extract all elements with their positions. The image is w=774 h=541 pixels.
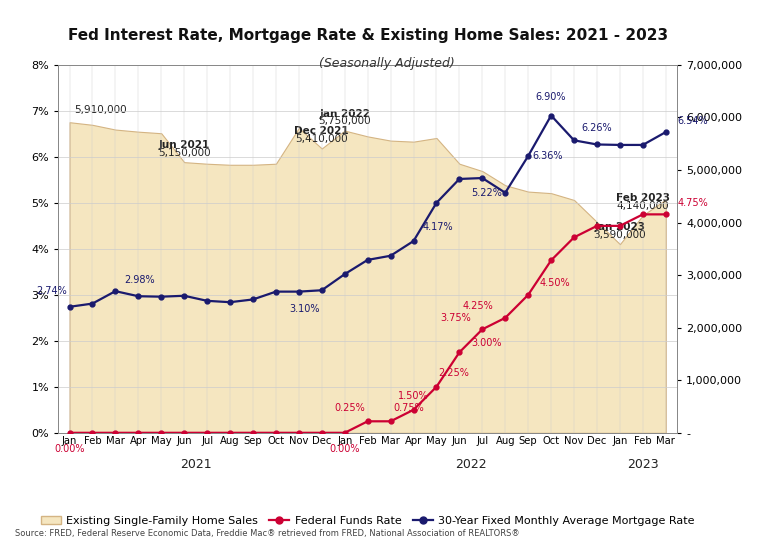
Text: Jun 2021: Jun 2021	[159, 140, 210, 150]
Text: Jan 2023: Jan 2023	[594, 222, 646, 232]
Text: 0.25%: 0.25%	[334, 403, 365, 412]
Text: 0.00%: 0.00%	[330, 444, 360, 454]
Text: Jan 2022: Jan 2022	[319, 109, 370, 118]
Text: Source: FRED, Federal Reserve Economic Data, Freddie Mac® retrieved from FRED, N: Source: FRED, Federal Reserve Economic D…	[15, 529, 520, 538]
Text: 6.90%: 6.90%	[536, 92, 567, 102]
Text: 3,590,000: 3,590,000	[594, 230, 646, 240]
Text: 1.50%: 1.50%	[398, 391, 429, 401]
Text: 4.50%: 4.50%	[539, 279, 570, 288]
Text: Feb 2023: Feb 2023	[616, 193, 670, 203]
Text: 5.22%: 5.22%	[471, 188, 502, 198]
Text: 5,410,000: 5,410,000	[296, 134, 348, 144]
Text: 2.98%: 2.98%	[125, 275, 155, 285]
Text: Dec 2021: Dec 2021	[294, 127, 349, 136]
Text: 2.25%: 2.25%	[439, 368, 470, 378]
Legend: Existing Single-Family Home Sales, Federal Funds Rate, 30-Year Fixed Monthly Ave: Existing Single-Family Home Sales, Feder…	[36, 511, 699, 530]
Text: 4,140,000: 4,140,000	[617, 201, 670, 211]
Text: 5,750,000: 5,750,000	[318, 116, 371, 127]
Text: 2021: 2021	[180, 458, 211, 471]
Text: 2022: 2022	[455, 458, 487, 471]
Text: 3.75%: 3.75%	[440, 313, 471, 323]
Text: 2023: 2023	[627, 458, 659, 471]
Text: 6.26%: 6.26%	[582, 123, 612, 134]
Text: 2.74%: 2.74%	[36, 286, 67, 296]
Text: (Seasonally Adjusted): (Seasonally Adjusted)	[319, 57, 455, 70]
Text: 5,910,000: 5,910,000	[74, 105, 127, 115]
Text: 0.00%: 0.00%	[54, 444, 85, 454]
Title: Fed Interest Rate, Mortgage Rate & Existing Home Sales: 2021 - 2023: Fed Interest Rate, Mortgage Rate & Exist…	[67, 28, 668, 43]
Text: 6.54%: 6.54%	[677, 116, 708, 126]
Text: 3.00%: 3.00%	[471, 338, 502, 348]
Text: 5,150,000: 5,150,000	[158, 148, 211, 158]
Text: 6.36%: 6.36%	[532, 151, 563, 161]
Text: 4.75%: 4.75%	[677, 198, 708, 208]
Text: 4.17%: 4.17%	[423, 222, 454, 232]
Text: 0.75%: 0.75%	[393, 403, 423, 412]
Text: 4.25%: 4.25%	[463, 301, 494, 311]
Text: 3.10%: 3.10%	[289, 304, 320, 314]
